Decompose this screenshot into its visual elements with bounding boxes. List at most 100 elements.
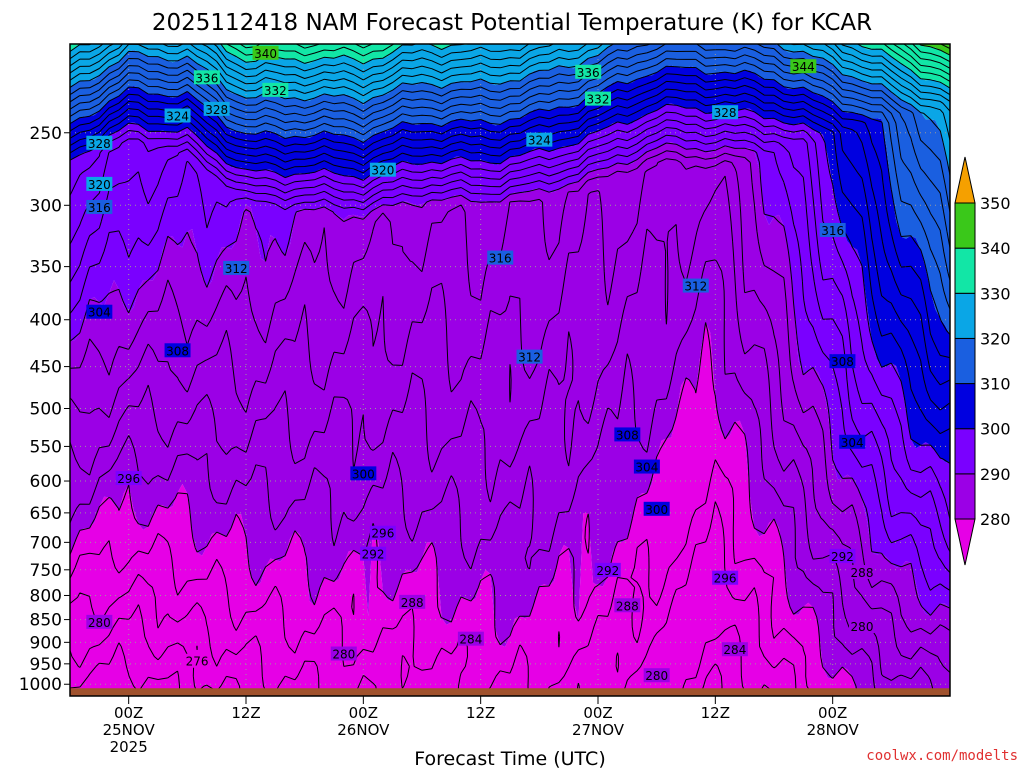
- contour-label: 308: [831, 355, 854, 369]
- contour-label: 300: [645, 503, 668, 517]
- x-tick-label-line2: 27NOV: [572, 721, 625, 739]
- y-tick-label-850: 850: [30, 611, 62, 631]
- contour-label: 320: [88, 178, 111, 192]
- colorbar-swatch: [954, 247, 976, 294]
- ground-strip: [70, 688, 950, 696]
- contour-label: 340: [254, 47, 277, 61]
- isoline-342: [940, 44, 950, 50]
- contour-label: 288: [616, 599, 639, 613]
- contour-label: 316: [88, 201, 111, 215]
- contour-label: 288: [401, 596, 424, 610]
- colorbar-top-arrow: [954, 156, 976, 204]
- colorbar-swatch: [954, 292, 976, 339]
- contour-label: 308: [616, 428, 639, 442]
- contour-label: 308: [166, 344, 189, 358]
- contour-labels: 340 336 332 328 324 328 320 316 336 332 328 324 320 3…: [86, 45, 875, 683]
- y-tick-label-400: 400: [30, 311, 62, 331]
- x-tick-label-line2: 25NOV: [103, 721, 156, 739]
- y-tick-label-800: 800: [30, 586, 62, 606]
- contour-label: 296: [117, 472, 140, 486]
- contour-label-backdrop: [712, 570, 739, 585]
- band-320-330: [70, 44, 950, 176]
- y-tick-label-450: 450: [30, 358, 62, 378]
- isoline-290: [70, 142, 950, 616]
- contour-label-backdrop: [790, 59, 817, 74]
- theta-contour-lines: [70, 44, 950, 696]
- isoline-318: [70, 44, 950, 213]
- isoline-306: [70, 80, 950, 386]
- contour-label-backdrop: [86, 304, 113, 319]
- contour-label-backdrop: [721, 642, 748, 657]
- band-310-320: [70, 44, 950, 335]
- below-ground-area: [70, 688, 950, 696]
- contour-label: 280: [332, 648, 355, 662]
- band-330-340: [70, 44, 950, 89]
- y-tick-label-750: 750: [30, 561, 62, 581]
- contour-label-backdrop: [516, 349, 543, 364]
- contour-label: 296: [714, 572, 737, 586]
- chart-title: 2025112418 NAM Forecast Potential Temper…: [152, 10, 872, 36]
- colorbar-tick-label: 340: [980, 239, 1011, 258]
- y-axis-pressure: 2503003504004505005506006507007508008509…: [19, 124, 70, 695]
- contour-label-backdrop: [849, 564, 875, 579]
- x-tick-label-line1: 00Z: [818, 704, 847, 722]
- contour-label: 280: [88, 616, 111, 630]
- contour-label: 276: [186, 655, 209, 669]
- x-tick-label-line1: 00Z: [583, 704, 612, 722]
- contour-label: 304: [88, 306, 111, 320]
- y-tick-label-700: 700: [30, 533, 62, 553]
- contour-label: 292: [362, 548, 385, 562]
- isoline-312: [70, 58, 950, 310]
- contour-label-backdrop: [594, 562, 621, 577]
- colorbar: 280 290 300 310 320 330 340 350: [954, 156, 1011, 566]
- contour-label-backdrop: [457, 631, 484, 646]
- isoline-304: [70, 88, 950, 411]
- contour-label: 288: [851, 566, 874, 580]
- x-axis-label: Forecast Time (UTC): [414, 748, 605, 768]
- x-tick-label-line1: 00Z: [114, 704, 143, 722]
- y-tick-label-1000: 1000: [19, 675, 62, 695]
- contour-label: 280: [645, 669, 668, 683]
- colorbar-swatch: [954, 473, 976, 520]
- contour-label-backdrop: [829, 548, 856, 563]
- contour-label: 324: [528, 134, 551, 148]
- y-tick-label-350: 350: [30, 258, 62, 278]
- colorbar-tick-label: 330: [980, 284, 1011, 303]
- contour-label-backdrop: [350, 466, 377, 481]
- contour-label-backdrop: [184, 653, 211, 668]
- isoline-338: [912, 44, 950, 63]
- y-tick-label-900: 900: [30, 633, 62, 653]
- contour-label: 316: [489, 252, 512, 266]
- contour-label-backdrop: [585, 91, 611, 106]
- x-tick-label-line2: 28NOV: [807, 721, 860, 739]
- contour-label: 296: [371, 527, 394, 541]
- colorbar-swatch: [954, 428, 976, 475]
- isoline-326: [70, 44, 950, 102]
- y-tick-label-600: 600: [30, 472, 62, 492]
- contour-label-backdrop: [360, 546, 387, 561]
- contour-label-backdrop: [86, 176, 113, 191]
- contour-label-backdrop: [262, 82, 289, 97]
- colorbar-tick-label: 290: [980, 465, 1011, 484]
- colorbar-tick-label: 280: [980, 510, 1011, 529]
- isoline-288: [70, 150, 950, 635]
- contour-label-backdrop: [164, 108, 191, 123]
- contour-label-backdrop: [330, 646, 357, 661]
- band-270-280: [70, 322, 950, 696]
- contour-label-backdrop: [614, 598, 641, 613]
- contour-label-backdrop: [369, 162, 396, 177]
- contour-label: 332: [264, 84, 287, 98]
- colorbar-swatch: [954, 383, 976, 430]
- contour-label-backdrop: [712, 105, 739, 120]
- x-tick-label-line1: 00Z: [349, 704, 378, 722]
- colorbar-tick-label: 300: [980, 420, 1011, 439]
- contour-label-backdrop: [86, 135, 113, 150]
- isoline-282: [70, 259, 907, 696]
- x-tick-label-line1: 12Z: [701, 704, 730, 722]
- contour-label: 304: [635, 461, 658, 475]
- credit-text: coolwx.com/modelts: [866, 748, 1018, 764]
- theta-filled-contours: [70, 44, 950, 696]
- isoline-334: [239, 44, 950, 76]
- band-290-300: [70, 103, 950, 616]
